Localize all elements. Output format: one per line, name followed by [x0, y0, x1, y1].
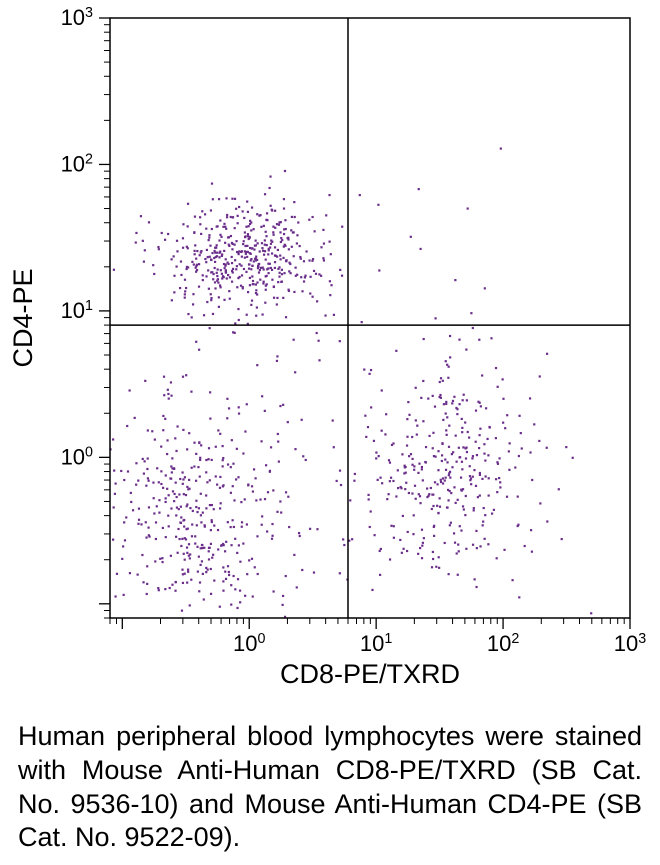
- svg-text:103: 103: [614, 631, 646, 656]
- svg-text:CD4-PE: CD4-PE: [8, 268, 38, 367]
- svg-text:100: 100: [61, 444, 93, 469]
- figure-caption: Human peripheral blood lymphocytes were …: [18, 720, 642, 855]
- svg-text:CD8-PE/TXRD: CD8-PE/TXRD: [280, 659, 460, 689]
- svg-text:101: 101: [61, 298, 93, 323]
- svg-text:103: 103: [61, 5, 93, 30]
- svg-text:100: 100: [233, 631, 265, 656]
- scatter-svg: 100 101 102 103 100 101 102 103 CD8-PE/TXRD CD4-P…: [0, 0, 660, 700]
- svg-text:101: 101: [360, 631, 392, 656]
- flow-cytometry-scatter: 100 101 102 103 100 101 102 103 CD8-PE/TXRD CD4-P…: [0, 0, 660, 700]
- svg-text:102: 102: [61, 151, 93, 176]
- svg-text:102: 102: [487, 631, 519, 656]
